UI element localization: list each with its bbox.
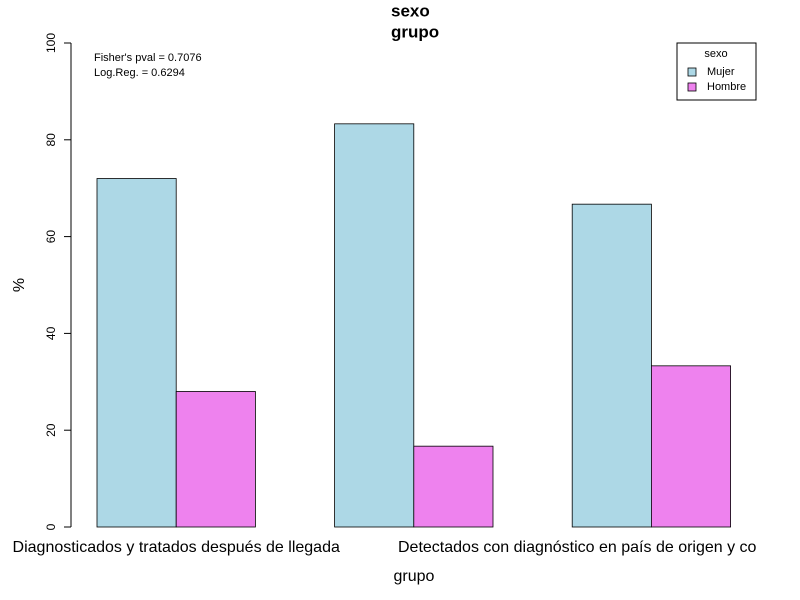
annotation: Log.Reg. = 0.6294 — [94, 67, 185, 79]
legend-label: Mujer — [707, 66, 735, 78]
y-tick-label: 0 — [44, 523, 58, 530]
bar — [651, 365, 732, 528]
bar — [413, 445, 494, 528]
bar — [175, 391, 256, 528]
bar — [96, 178, 177, 528]
bar — [571, 203, 652, 528]
x-tick-label: Detectados con diagnóstico en país de or… — [398, 539, 757, 556]
y-tick-label: 40 — [44, 326, 58, 340]
y-tick-label: 80 — [44, 133, 58, 147]
y-axis-label: % — [11, 278, 28, 292]
legend-label: Hombre — [707, 81, 746, 93]
y-tick-label: 60 — [44, 230, 58, 244]
chart-title: grupo — [391, 22, 439, 41]
y-tick-label: 100 — [44, 33, 58, 53]
y-tick-label: 20 — [44, 423, 58, 437]
chart-title: sexo — [391, 1, 430, 20]
annotation: Fisher's pval = 0.7076 — [94, 52, 202, 64]
x-axis-label: grupo — [394, 568, 435, 585]
legend-swatch — [687, 82, 697, 92]
legend-title: sexo — [704, 48, 727, 60]
bar — [334, 123, 415, 528]
x-tick-label: Diagnosticados y tratados después de lle… — [13, 539, 340, 556]
legend-swatch — [687, 67, 697, 77]
